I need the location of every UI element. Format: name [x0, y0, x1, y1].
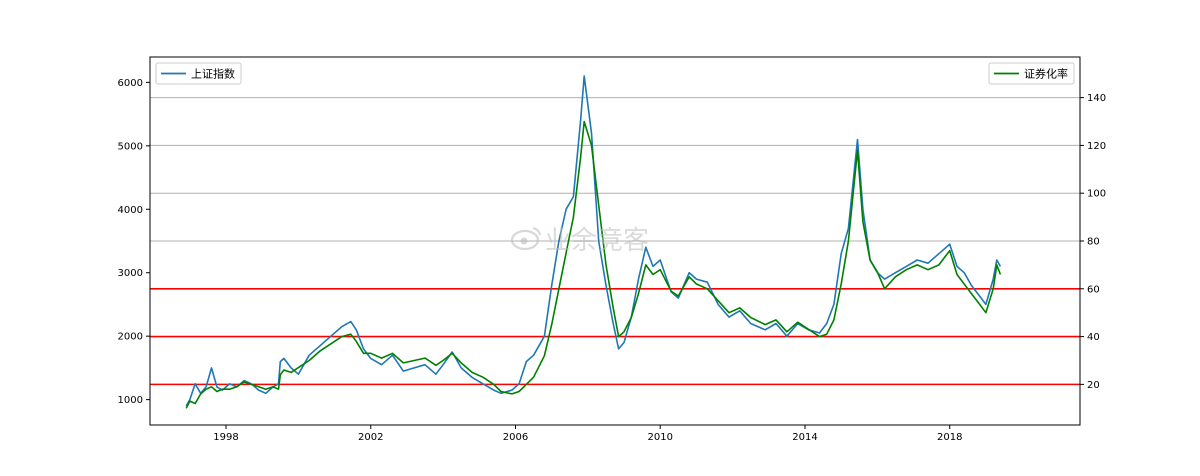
x-tick-label: 2002: [358, 432, 383, 443]
legend-left-box: [155, 62, 242, 85]
horizontal-reference-lines: [150, 97, 1080, 386]
left-y-tick-label: 1000: [118, 395, 143, 406]
series-line-securitization-rate: [185, 120, 1002, 409]
legend-left: 上证指数: [155, 62, 242, 85]
x-tick-label: 2018: [937, 432, 962, 443]
right-y-axis: 20 40 60 80 100 120 140: [1080, 93, 1106, 391]
x-tick-label: 1998: [213, 432, 238, 443]
right-y-tick-label: 80: [1087, 237, 1100, 248]
series-line-sse-index: [185, 75, 1002, 407]
right-y-tick-label: 20: [1087, 380, 1100, 391]
x-tick-label: 2014: [792, 432, 817, 443]
x-axis: 1998 2002 2006 2010 2014 2018: [213, 425, 962, 443]
left-y-axis: 1000 2000 3000 4000 5000 6000: [118, 78, 150, 406]
legend-right: 证券化率: [988, 62, 1075, 85]
x-tick-label: 2006: [503, 432, 528, 443]
watermark: 业余竞客: [510, 226, 649, 256]
left-y-tick-label: 5000: [118, 141, 143, 152]
watermark-text: 业余竞客: [545, 226, 649, 256]
left-y-tick-label: 3000: [118, 268, 143, 279]
right-y-tick-label: 120: [1087, 141, 1106, 152]
legend-right-box: [988, 62, 1075, 85]
right-y-tick-label: 100: [1087, 189, 1106, 200]
plot-series: [185, 75, 1002, 409]
left-y-tick-label: 4000: [118, 205, 143, 216]
x-tick-label: 2010: [648, 432, 673, 443]
legend-right-label: 证券化率: [1024, 67, 1068, 81]
left-y-tick-label: 2000: [118, 332, 143, 343]
right-y-tick-label: 140: [1087, 93, 1106, 104]
right-y-tick-label: 60: [1087, 284, 1100, 295]
legend-left-label: 上证指数: [191, 67, 235, 81]
right-y-tick-label: 40: [1087, 332, 1100, 343]
left-y-tick-label: 6000: [118, 78, 143, 89]
weibo-logo-icon: [510, 227, 541, 251]
